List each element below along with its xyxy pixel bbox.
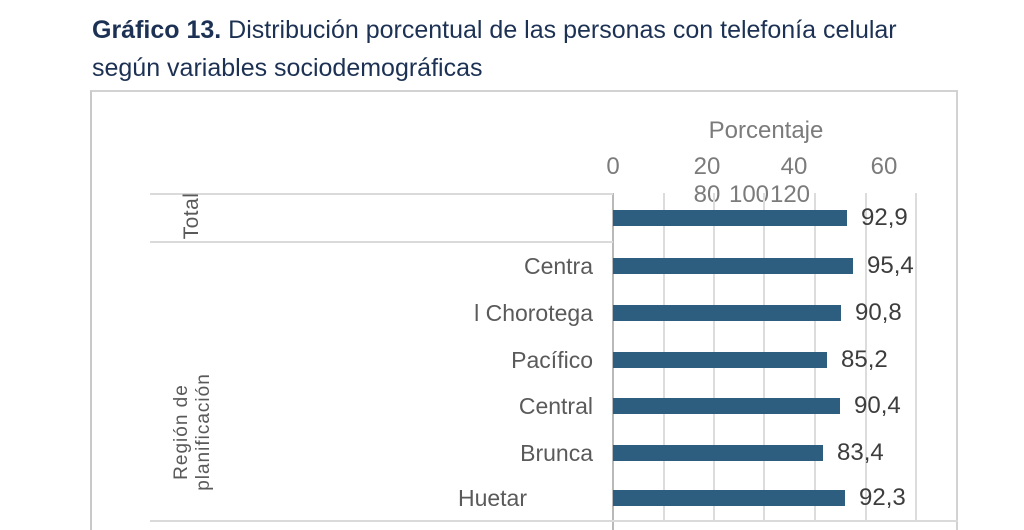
bar: [613, 490, 845, 506]
bar-value-label: 83,4: [837, 439, 884, 466]
tick-40: 40: [780, 153, 808, 180]
row-separator: [150, 193, 613, 195]
bar-value-label: 92,3: [859, 484, 906, 511]
bar-value-label: 95,4: [867, 252, 914, 279]
gridline: [865, 193, 867, 521]
chart-title-text: Distribución porcentual de las personas …: [221, 16, 897, 44]
axis-title: Porcentaje: [708, 117, 824, 144]
bar-value-label: 90,8: [855, 299, 902, 326]
tick-60: 60: [870, 153, 898, 180]
bar: [613, 352, 827, 368]
row-separator: [150, 241, 613, 243]
tick-0: 0: [606, 153, 620, 180]
table-row: l Chorotega 90,8: [90, 299, 959, 327]
chart-title-number: Gráfico 13.: [92, 16, 222, 44]
category-label: Pacífico: [511, 347, 593, 373]
bar: [613, 210, 847, 226]
bar-value-label: 85,2: [841, 346, 888, 373]
table-row: Pacífico 85,2: [90, 346, 959, 374]
bar: [613, 398, 840, 414]
tick-80: 80: [693, 181, 721, 208]
bar-value-label: 90,4: [854, 392, 901, 419]
table-row: 92,9: [90, 204, 959, 232]
bar: [613, 258, 853, 274]
chart-title: Gráfico 13. Distribución porcentual de l…: [92, 11, 972, 87]
category-label: [90, 204, 593, 232]
bar: [613, 305, 841, 321]
tick-100: 100: [728, 181, 770, 208]
gridline: [915, 193, 917, 521]
table-row: Huetar 92,3: [90, 484, 959, 512]
tick-20: 20: [693, 153, 721, 180]
chart-title-line2: según variables sociodemográficas: [92, 54, 483, 82]
tick-120: 120: [769, 181, 811, 208]
bar-value-label: 92,9: [861, 204, 908, 231]
row-separator: [150, 520, 958, 522]
category-label: Brunca: [520, 440, 593, 466]
category-label: Huetar: [457, 485, 527, 511]
table-row: Central 90,4: [90, 392, 959, 420]
category-label: Central: [518, 393, 593, 419]
category-label: Centra: [523, 253, 593, 279]
category-label: l Chorotega: [474, 300, 593, 326]
bar: [613, 445, 823, 461]
table-row: Centra 95,4: [90, 252, 959, 280]
chart-title-line1: Gráfico 13. Distribución porcentual de l…: [92, 11, 972, 49]
table-row: Brunca 83,4: [90, 439, 959, 467]
